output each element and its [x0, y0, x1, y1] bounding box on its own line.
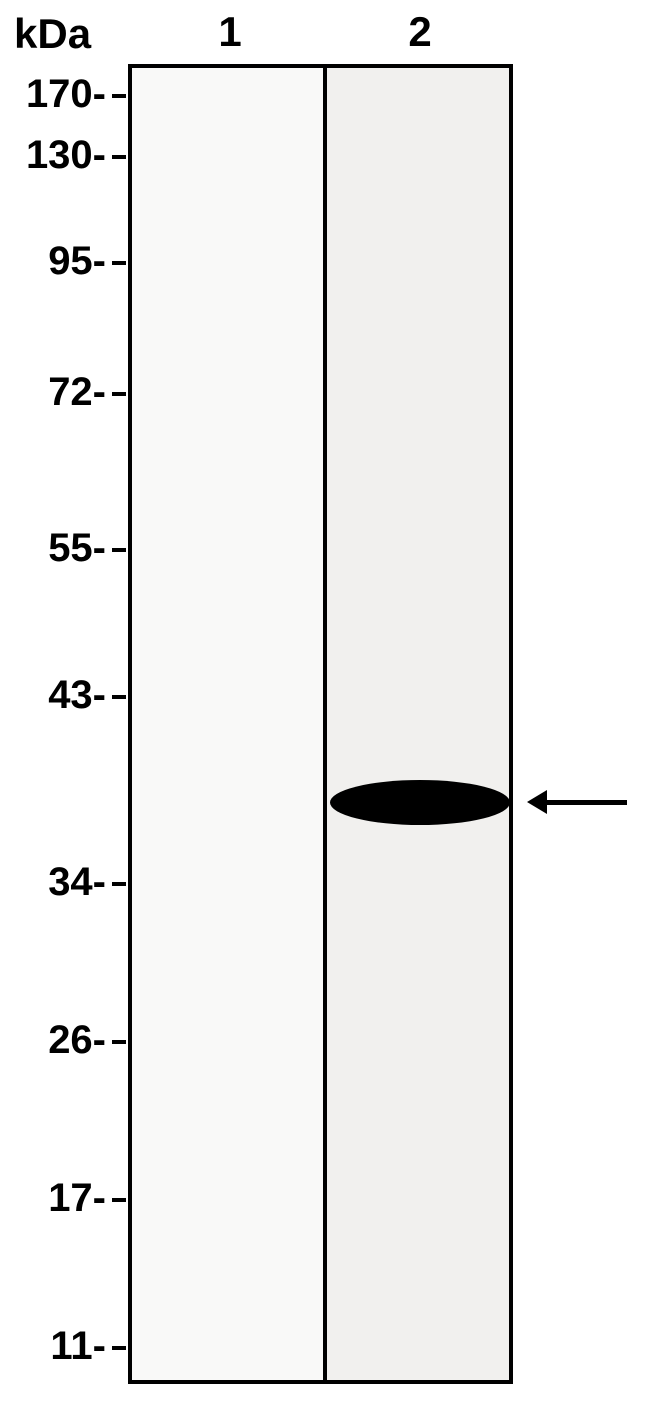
ladder-label: 17- [14, 1176, 106, 1221]
ladder-label: 34- [14, 860, 106, 905]
ladder-label: 26- [14, 1018, 106, 1063]
blot-container: kDa 1 2 170- 130- 95- 72- 55- 43- 34- 26- 17- 11- [0, 0, 650, 1406]
lane-2 [325, 68, 509, 1380]
arrow-line [547, 800, 627, 805]
arrow-head-icon [527, 790, 547, 814]
ladder-tick-mark [112, 1346, 126, 1350]
blot-frame [128, 64, 513, 1384]
ladder-label: 55- [14, 526, 106, 571]
ladder-label: 95- [14, 239, 106, 284]
ladder-label: 130- [14, 133, 106, 178]
ladder-tick-mark [112, 695, 126, 699]
ladder-label: 11- [14, 1324, 106, 1369]
lane-label-2: 2 [405, 8, 435, 56]
band-arrow [527, 790, 627, 814]
axis-unit-label: kDa [14, 10, 91, 58]
ladder-tick-mark [112, 261, 126, 265]
ladder-tick-mark [112, 1198, 126, 1202]
ladder-tick-mark [112, 548, 126, 552]
protein-band [330, 780, 510, 825]
ladder-label: 72- [14, 370, 106, 415]
ladder-tick-mark [112, 1040, 126, 1044]
ladder-tick-mark [112, 392, 126, 396]
ladder-label: 170- [14, 72, 106, 117]
ladder-tick-mark [112, 94, 126, 98]
lane-1 [132, 68, 325, 1380]
lane-divider [323, 68, 327, 1380]
lane-label-1: 1 [215, 8, 245, 56]
ladder-tick-mark [112, 155, 126, 159]
ladder-label: 43- [14, 673, 106, 718]
ladder-tick-mark [112, 882, 126, 886]
